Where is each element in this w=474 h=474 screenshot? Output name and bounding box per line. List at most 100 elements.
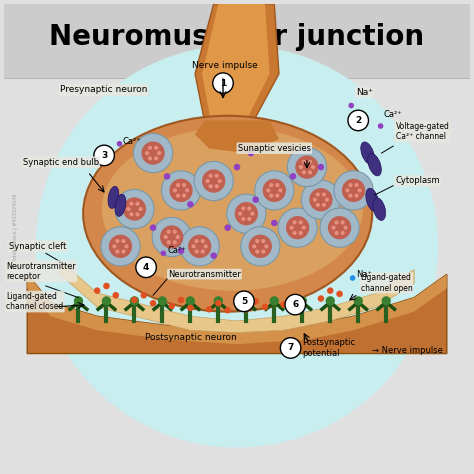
Circle shape [201, 249, 205, 254]
Ellipse shape [102, 128, 363, 291]
Text: → Nerve impulse: → Nerve impulse [372, 346, 443, 355]
Circle shape [224, 224, 231, 231]
Circle shape [249, 235, 272, 258]
Circle shape [350, 275, 356, 281]
Circle shape [131, 297, 137, 303]
Ellipse shape [361, 142, 374, 164]
Circle shape [187, 305, 194, 311]
Circle shape [308, 170, 312, 174]
Circle shape [348, 103, 354, 109]
Circle shape [269, 183, 273, 187]
Circle shape [185, 188, 189, 192]
Circle shape [261, 239, 265, 243]
Circle shape [227, 194, 266, 233]
Text: Synaptic end bulb: Synaptic end bulb [23, 158, 99, 167]
Circle shape [302, 160, 306, 164]
Circle shape [148, 146, 152, 150]
Circle shape [354, 296, 363, 306]
Circle shape [164, 173, 170, 180]
Circle shape [218, 179, 222, 183]
Text: Ca²⁺: Ca²⁺ [123, 137, 142, 146]
Text: Neurotransmitter: Neurotransmitter [168, 270, 241, 279]
Circle shape [247, 217, 251, 221]
Circle shape [173, 230, 177, 234]
Circle shape [248, 150, 254, 156]
Circle shape [238, 211, 242, 216]
Circle shape [169, 179, 193, 202]
Circle shape [130, 296, 139, 306]
Circle shape [286, 216, 309, 239]
Text: Na⁺: Na⁺ [356, 88, 373, 97]
Text: Ligand-gated
channel closed: Ligand-gated channel closed [6, 292, 64, 311]
Circle shape [299, 165, 303, 169]
Circle shape [201, 239, 205, 243]
Circle shape [320, 208, 359, 247]
Circle shape [173, 188, 177, 192]
Circle shape [302, 170, 306, 174]
Circle shape [241, 227, 280, 266]
FancyBboxPatch shape [0, 0, 474, 79]
Circle shape [168, 303, 175, 309]
Circle shape [252, 298, 259, 305]
Text: Ca²⁺: Ca²⁺ [384, 109, 402, 118]
Circle shape [160, 225, 183, 249]
Circle shape [194, 162, 233, 201]
Circle shape [334, 171, 373, 210]
Text: 3: 3 [101, 151, 107, 160]
Circle shape [301, 180, 340, 219]
Text: Adobe Stock | #433324246: Adobe Stock | #433324246 [12, 194, 18, 262]
Circle shape [235, 202, 258, 225]
Text: 2: 2 [355, 116, 361, 125]
Circle shape [134, 134, 173, 173]
Circle shape [290, 294, 296, 301]
Circle shape [250, 211, 255, 216]
Circle shape [342, 179, 365, 202]
Circle shape [261, 249, 265, 254]
Circle shape [348, 183, 353, 187]
Circle shape [157, 151, 161, 155]
Circle shape [136, 212, 139, 216]
Circle shape [325, 198, 329, 202]
Circle shape [123, 197, 146, 221]
Polygon shape [195, 4, 279, 144]
Circle shape [328, 216, 351, 239]
Circle shape [299, 299, 306, 306]
Circle shape [348, 193, 353, 198]
Circle shape [327, 287, 334, 294]
Circle shape [178, 297, 184, 303]
Circle shape [124, 244, 128, 248]
Circle shape [382, 296, 391, 306]
Circle shape [202, 169, 225, 193]
Circle shape [166, 240, 171, 244]
Circle shape [210, 252, 217, 259]
Circle shape [141, 141, 165, 165]
Circle shape [295, 155, 319, 179]
Circle shape [252, 244, 256, 248]
Circle shape [206, 306, 212, 312]
Circle shape [112, 244, 117, 248]
Circle shape [138, 207, 143, 211]
Circle shape [318, 164, 324, 170]
Circle shape [214, 296, 223, 306]
Circle shape [209, 184, 213, 188]
Circle shape [36, 46, 438, 447]
Circle shape [311, 165, 315, 169]
Circle shape [322, 192, 326, 197]
Circle shape [242, 296, 251, 306]
Circle shape [180, 227, 219, 266]
Circle shape [344, 226, 348, 230]
Circle shape [278, 208, 317, 247]
Circle shape [271, 220, 278, 226]
Text: Nerve impulse: Nerve impulse [192, 61, 258, 70]
Circle shape [292, 220, 297, 225]
Text: Synaptic cleft: Synaptic cleft [9, 242, 66, 251]
Circle shape [178, 248, 184, 254]
Circle shape [337, 291, 343, 297]
Circle shape [241, 217, 246, 221]
Polygon shape [195, 120, 279, 153]
Circle shape [215, 184, 219, 188]
Circle shape [215, 300, 222, 307]
Circle shape [191, 244, 196, 248]
Circle shape [173, 240, 177, 244]
Ellipse shape [83, 116, 372, 311]
